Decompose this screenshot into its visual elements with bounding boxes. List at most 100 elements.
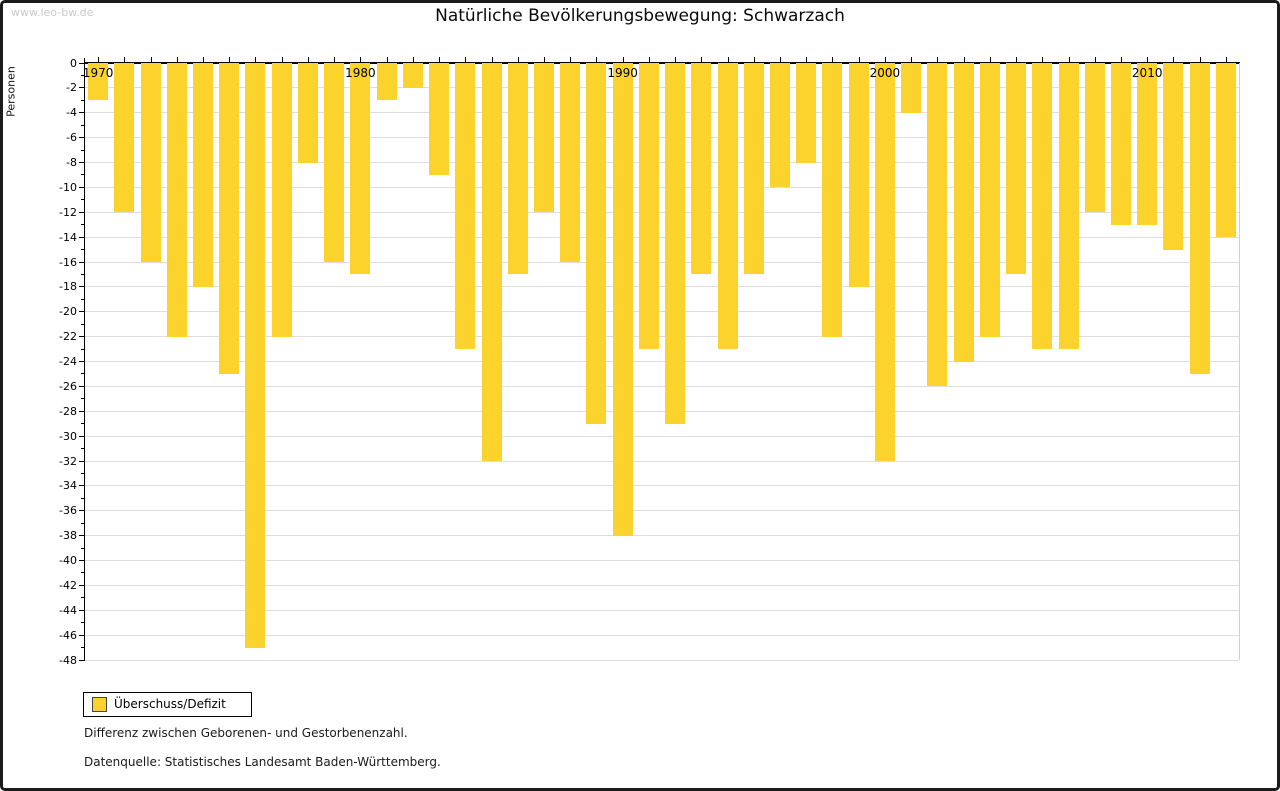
y-tick-minus-48 xyxy=(79,659,85,661)
x-axis-zero-line xyxy=(85,62,1240,64)
y-tick-minus-16 xyxy=(79,261,85,263)
bar-2013 xyxy=(1215,63,1236,238)
bar-2000 xyxy=(874,63,895,461)
legend: Überschuss/Defizit xyxy=(83,692,252,717)
x-tick-2006 xyxy=(1042,57,1044,62)
y-tick-label-minus-18: -18 xyxy=(59,280,77,294)
y-tick-label-minus-16: -16 xyxy=(59,255,77,269)
x-tick-1973 xyxy=(176,57,178,62)
y-tick-minus-37 xyxy=(81,522,85,524)
y-tick-minus-14 xyxy=(79,236,85,238)
bar-2004 xyxy=(979,63,1000,337)
x-tick-1999 xyxy=(858,57,860,62)
gridline-minus-22 xyxy=(85,336,1239,338)
y-tick-label-minus-2: -2 xyxy=(66,81,77,95)
year-label-1980: 1980 xyxy=(345,66,376,80)
bar-1983 xyxy=(429,63,450,175)
bar-1980 xyxy=(350,63,371,275)
gridline-minus-40 xyxy=(85,560,1239,561)
x-tick-1987 xyxy=(543,57,545,62)
bar-1993 xyxy=(691,63,712,275)
gridline-minus-34 xyxy=(85,485,1239,487)
gridline-minus-32 xyxy=(85,460,1239,462)
bar-1975 xyxy=(219,63,240,374)
y-tick-minus-42 xyxy=(79,584,85,586)
y-tick-label-minus-32: -32 xyxy=(59,454,77,468)
bar-2008 xyxy=(1084,63,1105,213)
y-tick-label-minus-46: -46 xyxy=(59,628,77,642)
bar-1994 xyxy=(717,63,738,350)
x-tick-1998 xyxy=(832,57,834,62)
bar-1998 xyxy=(822,63,843,337)
x-tick-1984 xyxy=(465,57,467,62)
bar-1990 xyxy=(612,63,633,536)
footnote-definition: Differenz zwischen Geborenen- und Gestor… xyxy=(84,726,408,740)
y-tick-label-minus-8: -8 xyxy=(66,156,77,169)
bar-1977 xyxy=(271,63,292,337)
bar-1971 xyxy=(114,63,135,213)
gridline-minus-46 xyxy=(85,634,1239,636)
plot-area: 1970 1980 1990 2000 2010 xyxy=(83,63,1240,661)
bar-2009 xyxy=(1110,63,1131,225)
gridline-minus-28 xyxy=(85,410,1239,412)
y-tick-label-minus-24: -24 xyxy=(59,355,77,368)
y-tick-minus-1 xyxy=(81,74,85,76)
y-tick-label-minus-12: -12 xyxy=(59,205,77,219)
y-tick-label-minus-28: -28 xyxy=(59,404,77,418)
y-tick-minus-31 xyxy=(81,448,85,450)
x-tick-2007 xyxy=(1068,57,1070,62)
y-tick-minus-35 xyxy=(81,497,85,499)
bar-1984 xyxy=(455,63,476,350)
gridline-minus-4 xyxy=(85,112,1239,114)
site-watermark: www.leo-bw.de xyxy=(11,6,94,19)
gridline-minus-38 xyxy=(85,535,1239,537)
y-tick-minus-39 xyxy=(81,547,85,549)
y-tick-minus-40 xyxy=(79,560,85,561)
y-tick-minus-6 xyxy=(79,137,85,139)
y-tick-minus-43 xyxy=(81,597,85,599)
x-tick-1975 xyxy=(229,57,231,62)
y-tick-label-minus-6: -6 xyxy=(66,131,77,145)
x-tick-1972 xyxy=(150,57,152,62)
gridline-minus-12 xyxy=(85,211,1239,213)
x-tick-1992 xyxy=(675,57,677,62)
gridline-minus-44 xyxy=(85,609,1239,611)
bar-1972 xyxy=(140,63,161,262)
year-label-2010: 2010 xyxy=(1131,66,1163,80)
bar-1974 xyxy=(193,63,214,287)
gridline-minus-8 xyxy=(85,162,1239,163)
gridline-minus-36 xyxy=(85,510,1239,512)
y-tick-minus-38 xyxy=(79,535,85,537)
legend-color-swatch xyxy=(92,697,107,712)
gridline-minus-48 xyxy=(85,659,1239,661)
y-tick-minus-20 xyxy=(79,311,85,313)
bar-1982 xyxy=(402,63,423,88)
y-tick-minus-45 xyxy=(81,622,85,624)
y-tick-minus-36 xyxy=(79,510,85,512)
y-tick-minus-47 xyxy=(81,647,85,649)
x-tick-2013 xyxy=(1225,57,1227,62)
year-label-1970: 1970 xyxy=(82,66,114,80)
x-tick-1995 xyxy=(753,57,755,62)
x-tick-1970 xyxy=(98,57,100,62)
y-tick-minus-44 xyxy=(79,609,85,611)
x-tick-2003 xyxy=(963,57,965,62)
gridline-minus-2 xyxy=(85,87,1239,89)
y-tick-minus-19 xyxy=(81,298,85,300)
y-tick-minus-8 xyxy=(79,162,85,163)
bar-1973 xyxy=(166,63,187,337)
y-tick-label-minus-40: -40 xyxy=(59,554,77,567)
bar-2002 xyxy=(927,63,948,387)
year-label-2000: 2000 xyxy=(869,66,901,80)
y-tick-minus-22 xyxy=(79,336,85,338)
x-tick-2004 xyxy=(989,57,991,62)
bar-1979 xyxy=(324,63,345,262)
bar-2001 xyxy=(901,63,922,113)
bar-1997 xyxy=(796,63,817,163)
y-tick-minus-4 xyxy=(79,112,85,114)
y-tick-minus-2 xyxy=(79,87,85,89)
x-tick-1983 xyxy=(439,57,441,62)
gridline-minus-16 xyxy=(85,261,1239,263)
y-tick-minus-24 xyxy=(79,361,85,362)
